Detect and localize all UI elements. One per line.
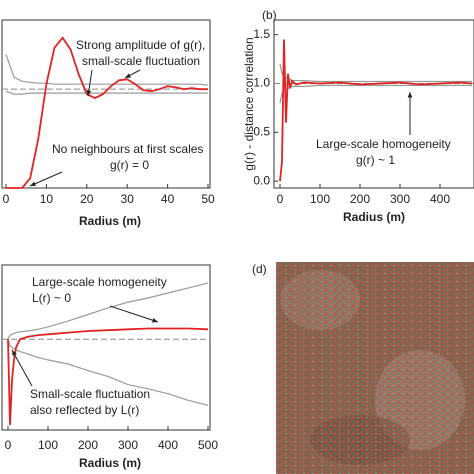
axes-box: [1, 264, 211, 431]
arrow-head: [12, 350, 17, 356]
arrow-head: [125, 73, 131, 78]
photo-points: [276, 262, 474, 474]
x-axis-label: Radius (m): [343, 210, 405, 224]
annotation: g(r) ~ 1: [356, 153, 395, 167]
series-line: [279, 39, 473, 182]
x-tick-label: 300: [390, 192, 410, 206]
series-line: [7, 282, 209, 340]
y-tick-label: 1.0: [253, 76, 270, 90]
panel-label: (d): [252, 262, 267, 276]
x-axis-label: Radius (m): [79, 214, 141, 228]
x-tick-label: 20: [80, 192, 94, 206]
series-line: [7, 339, 209, 406]
annotation: small-scale fluctuation: [82, 54, 200, 68]
x-tick-label: 400: [158, 438, 178, 452]
annotation-arrow: [29, 171, 63, 187]
x-tick-label: 300: [118, 438, 138, 452]
annotation: Large-scale homogeneity: [32, 275, 167, 289]
annotation: No neighbours at first scales: [52, 142, 203, 156]
x-tick-label: 100: [38, 438, 58, 452]
x-tick-label: 0: [5, 438, 12, 452]
x-tick-label: 500: [198, 438, 218, 452]
x-tick-label: 40: [161, 192, 175, 206]
x-tick-label: 100: [310, 192, 330, 206]
annotation: g(r) = 0: [110, 158, 149, 172]
annotation: L(r) ~ 0: [32, 291, 71, 305]
axes-box: [273, 19, 474, 189]
annotation-arrow: [11, 349, 33, 387]
y-tick-label: 0.0: [253, 173, 270, 187]
panel-label: (b): [262, 8, 277, 22]
annotation: Strong amplitude of g(r),: [76, 38, 205, 52]
y-tick-label: 0.5: [253, 124, 270, 138]
arrow-head: [30, 181, 36, 186]
x-tick-label: 30: [121, 192, 135, 206]
x-tick-label: 200: [350, 192, 370, 206]
annotation: Small-scale fluctuation: [30, 387, 150, 401]
series-line: [5, 54, 209, 86]
series-line: [279, 84, 472, 104]
y-tick-label: 1.5: [253, 27, 270, 41]
series-line: [6, 36, 208, 189]
series-line: [5, 90, 208, 95]
arrow-head: [86, 90, 92, 96]
annotation: Large-scale homogeneity: [316, 137, 451, 151]
x-tick-label: 10: [40, 192, 54, 206]
x-tick-label: 400: [430, 192, 450, 206]
x-tick-label: 200: [78, 438, 98, 452]
arrow-head: [407, 92, 413, 98]
annotation: also reflected by L(r): [30, 403, 139, 417]
annotation-arrow: [109, 305, 159, 323]
arrow-head: [152, 318, 158, 323]
x-tick-label: 50: [201, 192, 215, 206]
x-axis-label: Radius (m): [79, 456, 141, 470]
axes-box: [1, 19, 211, 189]
series-line: [279, 63, 472, 83]
x-tick-label: 0: [3, 192, 10, 206]
photo-panel: (d): [252, 262, 474, 474]
series-line: [7, 327, 209, 426]
y-axis-label: g(r) - distance correlation: [242, 37, 256, 170]
x-tick-label: 0: [277, 192, 284, 206]
